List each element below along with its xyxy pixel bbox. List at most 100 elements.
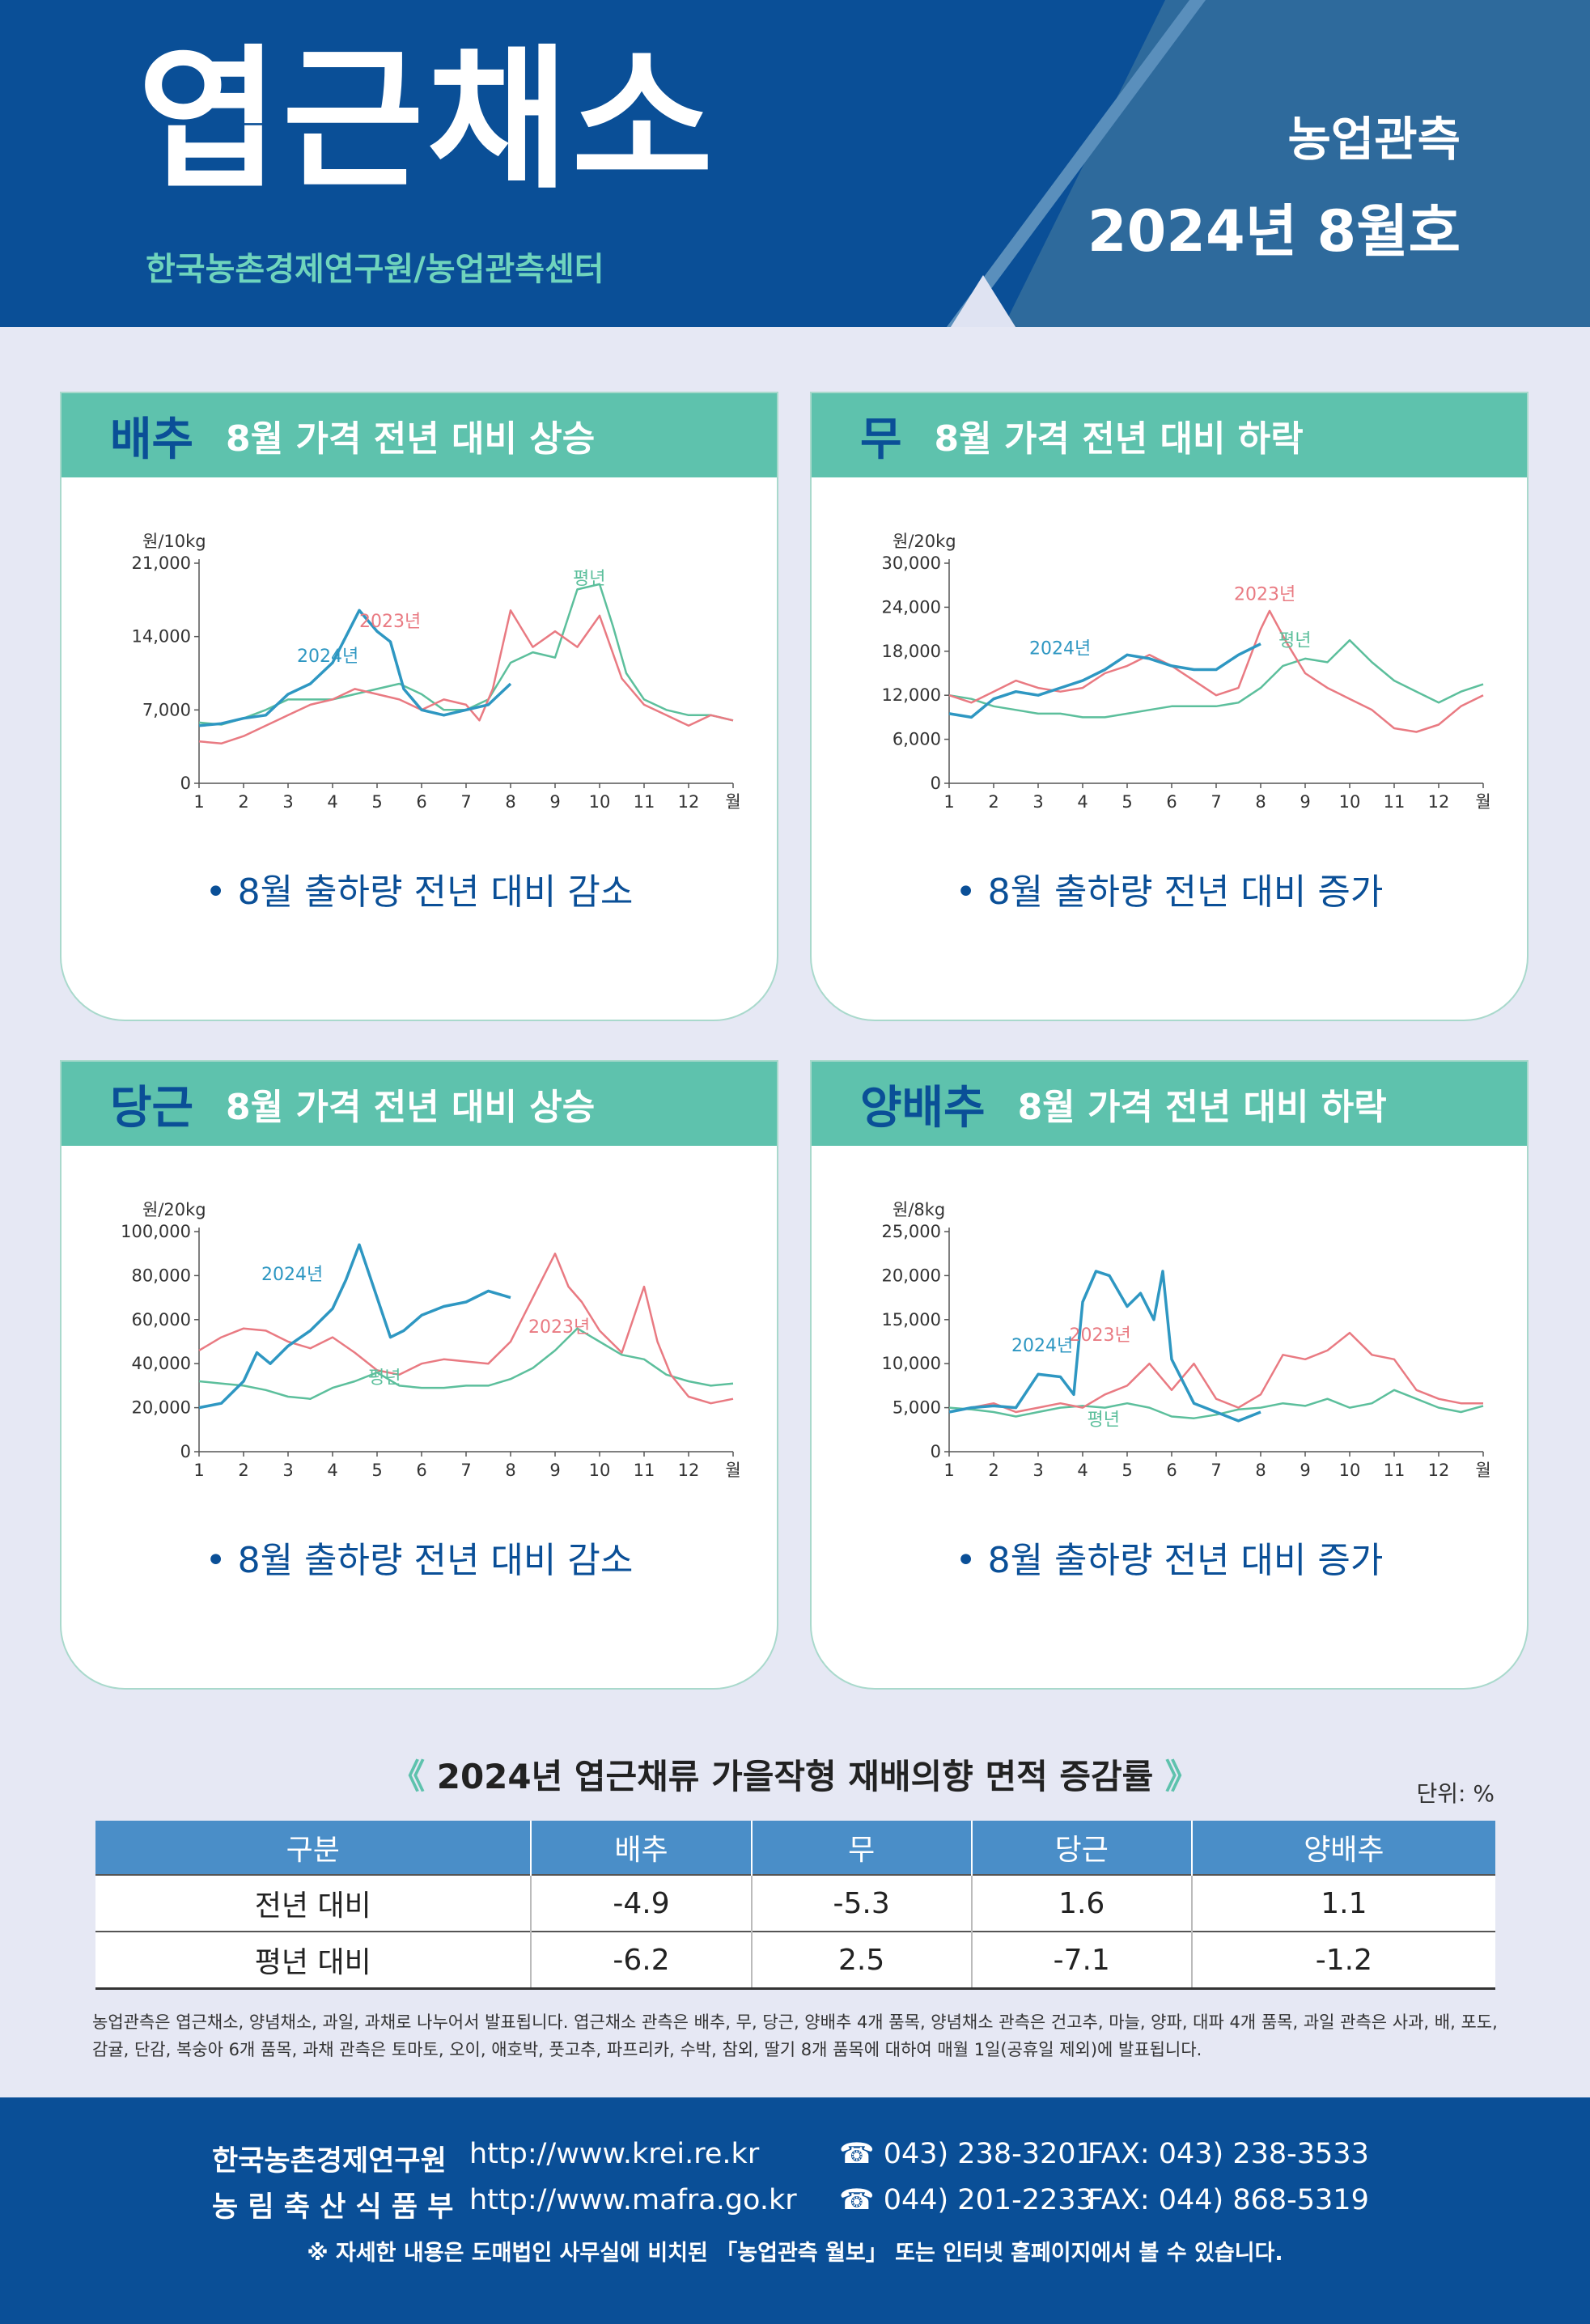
y-tick-label: 14,000 — [132, 627, 191, 647]
series-label: 2023년 — [359, 612, 421, 632]
card-product-name: 당근 — [110, 1081, 194, 1134]
x-tick-label: 9 — [1300, 792, 1310, 812]
y-tick-label: 21,000 — [132, 553, 191, 573]
card-headline: 8월 가격 전년 대비 상승 — [226, 1087, 596, 1128]
y-tick-label: 0 — [180, 774, 191, 793]
card-headline: 8월 가격 전년 대비 상승 — [226, 418, 596, 460]
card-product-name: 양배추 — [860, 1081, 986, 1134]
x-tick-label: 10 — [589, 792, 611, 812]
card-note: • 8월 출하량 전년 대비 증가 — [955, 1540, 1384, 1581]
x-tick-label: 2 — [238, 792, 248, 812]
x-tick-label: 2 — [238, 1461, 248, 1480]
table-header-row: 구분 배추 무 당근 양배추 — [95, 1821, 1495, 1875]
y-tick-label: 25,000 — [882, 1222, 941, 1241]
x-tick-label: 4 — [1077, 792, 1088, 812]
y-axis-unit-label: 원/20kg — [142, 1200, 206, 1219]
footer: 한국농촌경제연구원 http://www.krei.re.kr ☎ 043) 2… — [0, 2097, 1590, 2324]
x-tick-label: 12 — [1428, 792, 1450, 812]
table-cell: -4.9 — [530, 1874, 752, 1932]
table-cell: 평년 대비 — [95, 1931, 532, 1990]
card-header: 양배추 8월 가격 전년 대비 하락 — [812, 1062, 1527, 1146]
y-tick-label: 0 — [931, 774, 941, 793]
header-decoration — [947, 0, 1590, 327]
series-label: 평년 — [368, 1368, 401, 1389]
x-tick-label: 9 — [1300, 1461, 1310, 1480]
y-axis-unit-label: 원/20kg — [893, 532, 956, 551]
radish-card: 무 8월 가격 전년 대비 하락 원/20kg 0 6,000 12,000 18,00… — [810, 392, 1529, 1021]
x-tick-label: 1 — [193, 792, 204, 812]
y-tick-label: 10,000 — [882, 1354, 941, 1373]
cabbage-card: 배추 8월 가격 전년 대비 상승 원/10kg 0 7,000 14,000 21,0… — [60, 392, 778, 1021]
footer-url-link[interactable]: http://www.krei.re.kr — [469, 2138, 760, 2170]
x-tick-label: 9 — [549, 1461, 560, 1480]
card-note: • 8월 출하량 전년 대비 감소 — [205, 872, 634, 913]
x-tick-label: 6 — [416, 1461, 426, 1480]
column-header: 무 — [750, 1821, 972, 1875]
series-line-2023 — [198, 609, 734, 745]
x-tick-label: 5 — [1121, 792, 1132, 812]
x-tick-label: 1 — [943, 792, 954, 812]
table-row: 전년 대비 -4.9 -5.3 1.6 1.1 — [95, 1874, 1495, 1932]
card-header: 당근 8월 가격 전년 대비 상승 — [61, 1062, 777, 1146]
page-title: 엽근채소 — [138, 31, 717, 210]
series-label: 2024년 — [297, 647, 358, 667]
bracket-right: 》 — [1164, 1757, 1199, 1796]
x-tick-label: 10 — [1339, 1461, 1361, 1480]
cabbage-head-card: 양배추 8월 가격 전년 대비 하락 원/8kg 0 5,000 10,000 15,0… — [810, 1060, 1529, 1690]
x-tick-label: 4 — [327, 1461, 337, 1480]
table-cell: 전년 대비 — [95, 1874, 532, 1932]
x-tick-label: 7 — [460, 1461, 471, 1480]
table-cell: 2.5 — [750, 1931, 972, 1990]
series-line-2024 — [198, 1243, 511, 1410]
y-tick-label: 20,000 — [882, 1266, 941, 1285]
footer-fax: FAX: 043) 238-3533 — [1088, 2138, 1369, 2170]
table-unit: 단위: % — [1416, 1780, 1495, 1807]
x-tick-label: 4 — [1077, 1461, 1088, 1480]
series-label: 2023년 — [528, 1317, 590, 1338]
card-header: 배추 8월 가격 전년 대비 상승 — [61, 393, 777, 477]
y-tick-label: 40,000 — [132, 1354, 191, 1373]
series-line-2024 — [948, 1270, 1261, 1423]
series-line-2024 — [948, 642, 1261, 719]
series-line-2023 — [948, 609, 1484, 733]
footer-org: 한국농촌경제연구원 — [212, 2145, 447, 2178]
y-tick-label: 6,000 — [893, 730, 941, 749]
series-line-normal-year — [948, 1389, 1484, 1419]
footer-notice: ※ 자세한 내용은 도매법인 사무실에 비치된 「농업관측 월보」 또는 인터넷… — [307, 2241, 1283, 2266]
x-tick-label: 9 — [549, 792, 560, 812]
card-product-name: 배추 — [110, 413, 194, 466]
series-label: 평년 — [573, 569, 605, 589]
x-tick-label: 6 — [416, 792, 426, 812]
x-tick-label: 10 — [1339, 792, 1361, 812]
x-tick-label: 5 — [371, 1461, 382, 1480]
x-tick-label: 8 — [1255, 792, 1266, 812]
footer-url-link[interactable]: http://www.mafra.go.kr — [469, 2184, 797, 2216]
table-cell: -6.2 — [530, 1931, 752, 1990]
x-tick-label: 3 — [1032, 1461, 1043, 1480]
planting-intention-table: 구분 배추 무 당근 양배추 전년 대비 -4.9 -5.3 1.6 1.1 평… — [95, 1821, 1495, 1990]
x-tick-label: 12 — [678, 792, 700, 812]
x-tick-label: 4 — [327, 792, 337, 812]
x-tick-label: 7 — [1211, 1461, 1221, 1480]
y-tick-label: 18,000 — [882, 642, 941, 661]
table-cell: -7.1 — [970, 1931, 1192, 1990]
footer-fax: FAX: 044) 868-5319 — [1088, 2184, 1369, 2216]
x-tick-label: 3 — [282, 1461, 293, 1480]
series-label: 평년 — [1088, 1410, 1120, 1430]
series-line-2023 — [948, 1331, 1483, 1414]
x-tick-label: 5 — [1121, 1461, 1132, 1480]
series-label: 2023년 — [1070, 1325, 1131, 1346]
x-axis-unit-label: 월 — [1475, 792, 1490, 812]
card-product-name: 무 — [860, 413, 902, 466]
x-tick-label: 7 — [1211, 792, 1221, 812]
x-tick-label: 11 — [1384, 792, 1406, 812]
card-header: 무 8월 가격 전년 대비 하락 — [812, 393, 1527, 477]
y-tick-label: 0 — [180, 1442, 191, 1461]
y-tick-label: 80,000 — [132, 1266, 191, 1285]
x-tick-label: 6 — [1166, 1461, 1177, 1480]
series-label: 2024년 — [1029, 638, 1091, 659]
x-tick-label: 11 — [634, 1461, 655, 1480]
